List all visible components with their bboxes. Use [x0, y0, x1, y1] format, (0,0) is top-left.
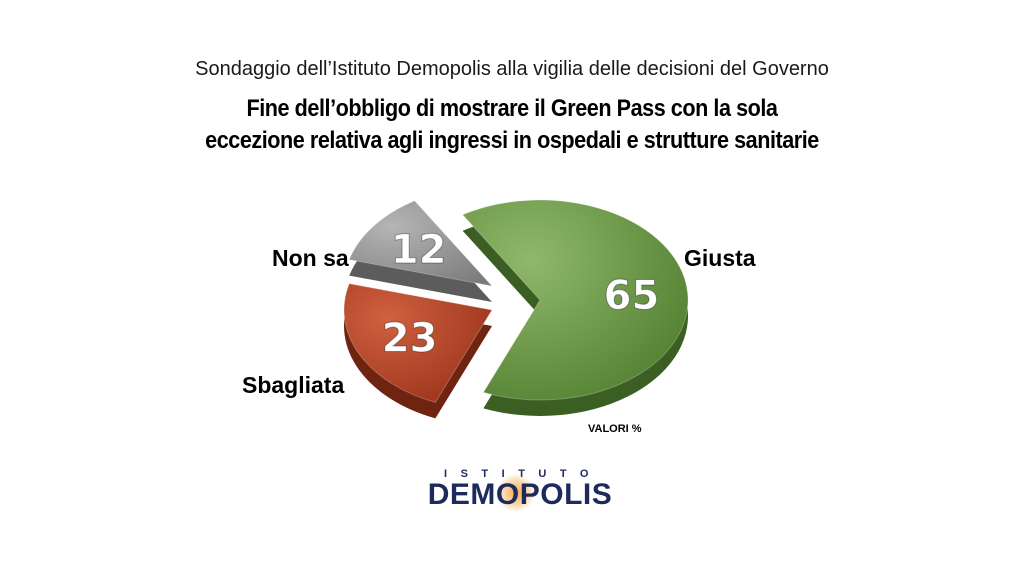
data-label-giusta: 65 — [604, 273, 660, 319]
legend-label-non-sa: Non sa — [272, 245, 349, 271]
legend-label-giusta: Giusta — [684, 245, 756, 271]
pie-slice-giusta — [461, 199, 689, 401]
data-label-non-sa: 12 — [391, 227, 447, 273]
pie-slice-sbagliata — [343, 283, 493, 403]
logo-name: DEMOPOLIS — [405, 474, 635, 512]
chart-subtitle: Sondaggio dell’Istituto Demopolis alla v… — [195, 58, 829, 80]
units-note: VALORI % — [588, 423, 642, 435]
chart-title-line-2: eccezione relativa agli ingressi in ospe… — [205, 127, 819, 154]
demopolis-logo: ISTITUTO DEMOPOLIS — [405, 468, 635, 512]
data-label-sbagliata: 23 — [382, 315, 438, 361]
logo-glow — [497, 474, 535, 512]
legend-label-sbagliata: Sbagliata — [242, 372, 345, 398]
pie-slice-non-sa — [348, 200, 494, 287]
chart-title-line-1: Fine dell’obbligo di mostrare il Green P… — [246, 95, 778, 122]
chart-title: Fine dell’obbligo di mostrare il Green P… — [51, 93, 973, 157]
